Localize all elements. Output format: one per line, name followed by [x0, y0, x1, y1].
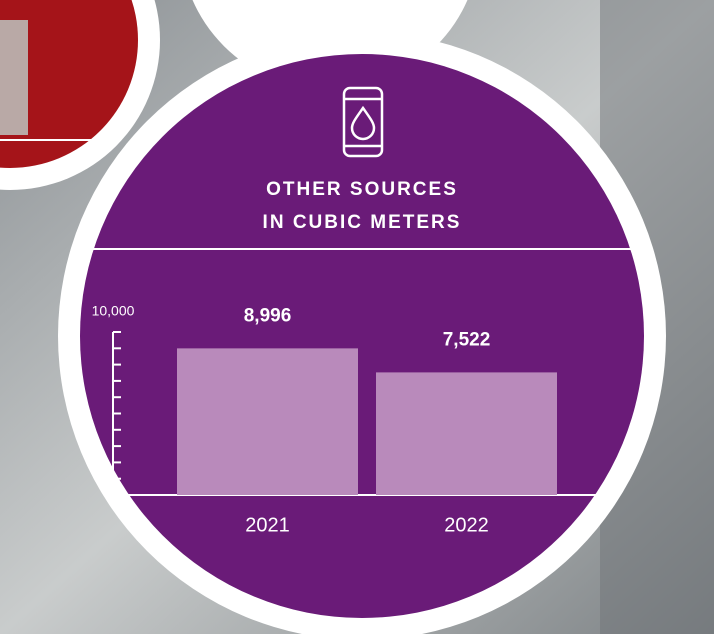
phone-icon — [342, 86, 384, 158]
chart-title: OTHER SOURCES — [266, 179, 458, 200]
value-label: 7,522 — [443, 329, 491, 350]
y-tick-label: 10,000 — [92, 303, 135, 319]
x-tick-label: 2021 — [245, 514, 290, 536]
red-panel — [0, 20, 28, 135]
chart-title: IN CUBIC METERS — [263, 212, 462, 233]
value-label: 8,996 — [244, 305, 292, 326]
red-circle — [0, 0, 138, 168]
x-tick-label: 2022 — [444, 514, 489, 536]
bar — [177, 348, 358, 495]
bar — [376, 372, 557, 495]
